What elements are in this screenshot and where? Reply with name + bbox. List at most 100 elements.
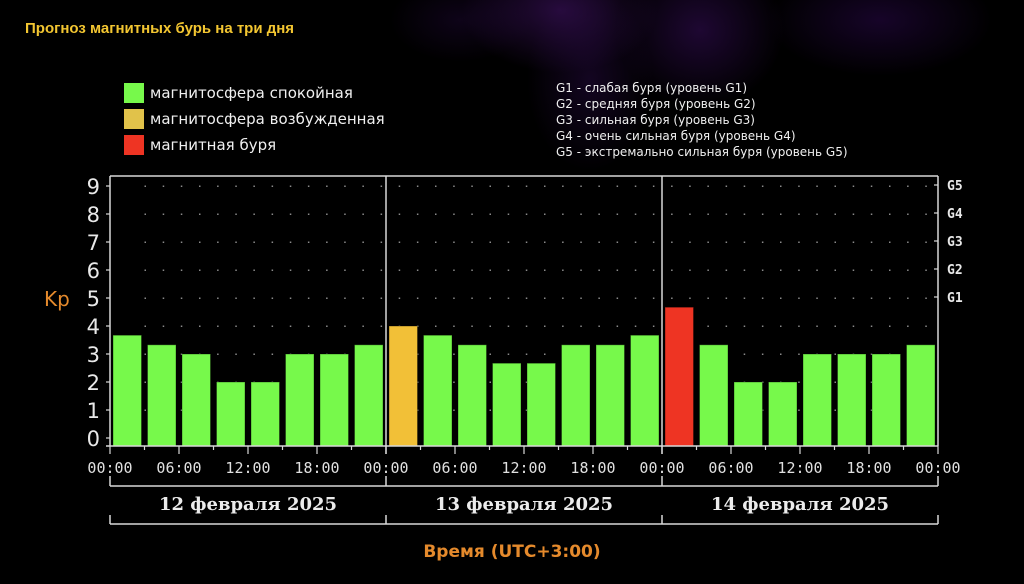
grid-dot xyxy=(289,241,292,243)
legend-item-quiet: магнитосфера спокойная xyxy=(124,80,385,106)
grid-dot xyxy=(834,353,836,355)
grid-dot xyxy=(616,325,619,327)
grid-dot xyxy=(889,213,891,215)
grid-dot xyxy=(761,409,764,411)
g-level-legend: G1 - слабая буря (уровень G1) G2 - средн… xyxy=(556,80,848,160)
grid-dot xyxy=(652,325,655,327)
grid-dot xyxy=(162,325,165,327)
grid-dot xyxy=(362,241,364,243)
grid-dot xyxy=(707,297,709,299)
bar-quiet xyxy=(768,381,798,447)
y-tick-label: 5 xyxy=(87,287,100,311)
grid-dot xyxy=(634,241,637,243)
grid-dot xyxy=(525,185,528,187)
grid-dot xyxy=(162,241,165,243)
grid-dot xyxy=(689,297,691,299)
y-tick-label: 4 xyxy=(87,315,100,339)
grid-dot xyxy=(435,269,437,271)
grid-dot xyxy=(199,185,201,187)
g-tick-label: G5 xyxy=(947,179,963,194)
grid-dot xyxy=(217,241,219,243)
grid-dot xyxy=(852,241,855,243)
grid-dot xyxy=(326,213,328,215)
bar-quiet xyxy=(871,353,901,447)
grid-dot xyxy=(525,297,528,299)
grid-dot xyxy=(144,381,146,383)
grid-dot xyxy=(217,269,219,271)
grid-dot xyxy=(544,353,546,355)
grid-dot xyxy=(271,213,274,215)
x-tick-label: 12:00 xyxy=(225,459,270,477)
grid-dot xyxy=(289,213,292,215)
grid-dot xyxy=(889,325,891,327)
grid-dot xyxy=(761,241,764,243)
grid-dot xyxy=(344,269,346,271)
grid-dot xyxy=(144,241,146,243)
grid-dot xyxy=(380,325,383,327)
grid-dot xyxy=(362,213,364,215)
grid-dot xyxy=(489,381,491,383)
grid-dot xyxy=(362,297,364,299)
bar-quiet xyxy=(319,353,349,447)
grid-dot xyxy=(652,297,655,299)
grid-dot xyxy=(707,269,709,271)
page-title: Прогноз магнитных бурь на три дня xyxy=(25,20,295,37)
grid-dot xyxy=(144,269,146,271)
grid-dot xyxy=(761,269,764,271)
axes: 0 1 2 3 4 5 6 7 8 9 G1 G2 G3 G4 G5 00:00 06:00 12:00 18:00… xyxy=(87,175,963,525)
grid-dot xyxy=(834,241,836,243)
grid-dot xyxy=(453,269,455,271)
grid-dot xyxy=(217,213,219,215)
grid-dot xyxy=(525,353,528,355)
grid-dot xyxy=(180,269,183,271)
grid-dot xyxy=(634,325,637,327)
grid-dot xyxy=(289,269,292,271)
grid-dot xyxy=(798,213,800,215)
grid-dot xyxy=(798,269,800,271)
grid-dot xyxy=(761,381,764,383)
grid-dot xyxy=(834,269,836,271)
grid-dot xyxy=(798,353,800,355)
x-tick-label: 12:00 xyxy=(777,459,822,477)
grid-dot xyxy=(507,297,510,299)
grid-dot xyxy=(307,241,310,243)
x-axis-label: Время (UTC+3:00) xyxy=(423,542,600,562)
grid-dot xyxy=(925,297,927,299)
grid-dot xyxy=(780,241,782,243)
grid-dot xyxy=(435,297,437,299)
grid-dot xyxy=(616,213,619,215)
grid-dot xyxy=(144,213,146,215)
grid-dot xyxy=(326,325,328,327)
grid-dot xyxy=(562,213,564,215)
grid-dot xyxy=(925,241,927,243)
grid-dot xyxy=(398,213,401,215)
grid-dot xyxy=(580,297,582,299)
grid-dot xyxy=(852,269,855,271)
grid-dot xyxy=(235,325,237,327)
grid-dot xyxy=(761,185,764,187)
x-tick-label: 18:00 xyxy=(846,459,891,477)
grid-dot xyxy=(870,325,873,327)
grid-dot xyxy=(798,241,800,243)
grid-dot xyxy=(870,409,873,411)
grid-dot xyxy=(889,297,891,299)
grid-dot xyxy=(471,325,473,327)
grid-dot xyxy=(307,325,310,327)
grid-dot xyxy=(307,269,310,271)
grid-dot xyxy=(671,269,673,271)
grid-dot xyxy=(870,185,873,187)
day-label: 14 февраля 2025 xyxy=(711,494,889,515)
grid-dot xyxy=(816,241,818,243)
grid-dot xyxy=(271,353,274,355)
grid-dot xyxy=(217,353,219,355)
bar-quiet xyxy=(457,344,487,447)
grid-dot xyxy=(889,241,891,243)
grid-dot xyxy=(380,297,383,299)
grid-dot xyxy=(253,269,255,271)
grid-dot xyxy=(453,325,455,327)
grid-dot xyxy=(180,409,183,411)
grid-dot xyxy=(925,213,927,215)
grid-dot xyxy=(380,241,383,243)
grid-dot xyxy=(562,297,564,299)
